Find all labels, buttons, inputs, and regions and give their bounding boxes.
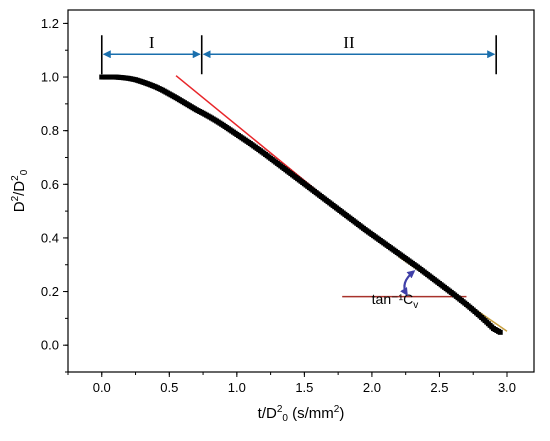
x-tick-label: 0.5 [160, 380, 178, 395]
angle-annotation: tan⁻¹Cv [372, 270, 419, 311]
y-tick-label: 0.6 [41, 177, 59, 192]
angle-arc [400, 270, 416, 296]
region-label: II [343, 33, 355, 52]
y-tick-label: 0.8 [41, 123, 59, 138]
x-tick-label: 3.0 [498, 380, 516, 395]
y-tick-label: 0.2 [41, 284, 59, 299]
data-points [99, 74, 503, 335]
region-markers: I II [100, 33, 497, 75]
x-tick-label: 1.0 [228, 380, 246, 395]
y-tick-label: 1.0 [41, 70, 59, 85]
x-tick-label: 0.0 [93, 380, 111, 395]
x-tick-label: 2.0 [363, 380, 381, 395]
y-tick-label: 0.0 [41, 338, 59, 353]
axis-ticks [63, 22, 508, 377]
y-axis-title: D2/D20 [10, 169, 30, 212]
y-tick-label: 1.2 [41, 16, 59, 31]
x-axis-title: t/D20 (s/mm2) [258, 404, 345, 424]
plot-frame [67, 9, 535, 373]
tick-labels: 0.0 0.5 1.0 1.5 2.0 2.5 3.0 0.0 0.2 0.4 0.6 0.8 1.0 1… [41, 16, 516, 395]
y-tick-label: 0.4 [41, 230, 59, 245]
x-tick-label: 2.5 [430, 380, 448, 395]
data-point [497, 329, 503, 335]
x-tick-label: 1.5 [295, 380, 313, 395]
region-label: I [149, 33, 155, 52]
annotation-label: tan⁻¹Cv [372, 291, 419, 311]
fit-lines [175, 75, 508, 332]
